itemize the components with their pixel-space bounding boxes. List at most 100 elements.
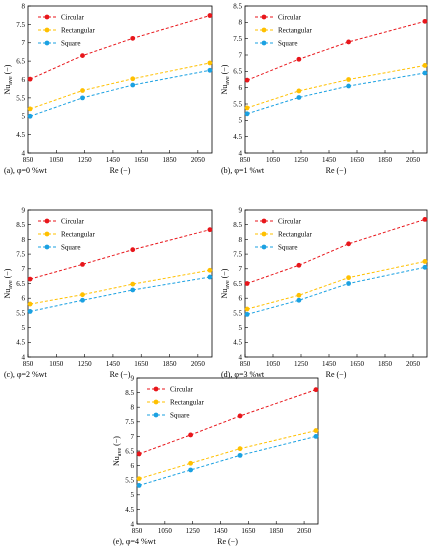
y-tick-label: 7 bbox=[239, 51, 243, 59]
y-axis-label: Nuave (−) bbox=[220, 64, 231, 94]
y-tick-label: 7.5 bbox=[16, 251, 25, 259]
series-line-square bbox=[246, 72, 425, 115]
legend-label-rectangular: Rectangular bbox=[61, 27, 95, 35]
y-axis-label-subscript: ave bbox=[225, 280, 231, 289]
y-axis-label-unit: (−) bbox=[112, 436, 121, 446]
y-tick-label: 7 bbox=[22, 39, 26, 47]
legend-marker-circular bbox=[44, 14, 50, 20]
x-tick-label: 2050 bbox=[191, 156, 206, 164]
y-axis-label: Nuave (−) bbox=[3, 64, 14, 94]
y-tick-label: 4.5 bbox=[233, 133, 242, 141]
y-tick-label: 5 bbox=[239, 117, 243, 125]
legend-label-circular: Circular bbox=[170, 386, 194, 394]
y-tick-label: 9 bbox=[131, 374, 135, 382]
x-tick-label: 1050 bbox=[49, 156, 64, 164]
y-tick-label: 6.5 bbox=[125, 447, 134, 455]
y-axis-label-subscript: ave bbox=[8, 76, 14, 85]
y-axis-label-unit: (−) bbox=[220, 64, 229, 74]
panel-caption: (b), φ=1 %wt bbox=[221, 166, 265, 175]
data-point-square bbox=[237, 452, 243, 458]
y-tick-label: 9 bbox=[239, 206, 243, 214]
data-point-circular bbox=[136, 451, 142, 457]
y-tick-label: 6 bbox=[239, 84, 243, 92]
legend-label-square: Square bbox=[61, 244, 80, 252]
data-point-rectangular bbox=[80, 292, 85, 298]
x-tick-label: 1450 bbox=[106, 156, 121, 164]
x-tick-label: 850 bbox=[23, 156, 34, 164]
legend-marker-rectangular bbox=[153, 399, 159, 405]
x-tick-label: 2050 bbox=[406, 156, 421, 164]
legend-label-rectangular: Rectangular bbox=[278, 231, 312, 239]
y-axis-label: Nuave (−) bbox=[3, 268, 14, 298]
y-tick-label: 7 bbox=[22, 265, 26, 273]
data-point-circular bbox=[296, 56, 302, 62]
data-point-rectangular bbox=[422, 259, 428, 264]
data-point-rectangular bbox=[80, 88, 85, 93]
y-tick-label: 5 bbox=[22, 113, 26, 121]
data-point-square bbox=[346, 281, 351, 286]
data-point-circular bbox=[422, 217, 428, 222]
y-tick-label: 5 bbox=[239, 324, 243, 332]
legend-marker-square bbox=[261, 40, 267, 46]
data-point-square bbox=[188, 467, 194, 473]
data-point-circular bbox=[80, 261, 85, 267]
y-axis-label-base: Nu bbox=[3, 85, 12, 95]
legend-label-circular: Circular bbox=[278, 14, 302, 22]
x-tick-label: 1650 bbox=[350, 156, 365, 164]
x-tick-label: 850 bbox=[240, 360, 251, 368]
data-point-square bbox=[136, 483, 142, 488]
series-line-rectangular bbox=[30, 269, 210, 305]
data-point-square bbox=[244, 111, 250, 117]
y-tick-label: 8.5 bbox=[233, 2, 242, 10]
y-axis-label-base: Nu bbox=[220, 85, 229, 95]
panel-caption: (c), φ=2 %wt bbox=[4, 370, 47, 379]
x-tick-label: 1050 bbox=[158, 527, 173, 535]
series-line-square bbox=[138, 435, 317, 486]
data-point-rectangular bbox=[207, 60, 213, 66]
legend-marker-rectangular bbox=[261, 27, 267, 33]
data-point-rectangular bbox=[136, 476, 142, 482]
chart-panel-2: 4 4.5 5 5.5 6 6.5 7 7.5 8 8.5 9 850 1050 1250 1450 1650… bbox=[3, 206, 213, 379]
series-line-square bbox=[246, 266, 426, 315]
data-point-circular bbox=[237, 413, 243, 419]
y-tick-label: 6.5 bbox=[233, 68, 242, 76]
data-point-square bbox=[130, 82, 136, 88]
series-line-circular bbox=[138, 389, 317, 455]
data-point-circular bbox=[130, 247, 136, 253]
data-point-circular bbox=[27, 76, 33, 82]
data-point-square bbox=[27, 309, 33, 314]
chart-panel-0: 4 4.5 5 5.5 6 6.5 7 7.5 8 850 1050 1250 1450 1650 1850… bbox=[3, 2, 213, 175]
y-tick-label: 7.5 bbox=[233, 35, 242, 43]
y-tick-label: 7.5 bbox=[233, 251, 242, 259]
legend-marker-square bbox=[44, 40, 50, 46]
data-point-square bbox=[422, 264, 428, 270]
data-point-rectangular bbox=[422, 63, 428, 68]
data-point-circular bbox=[346, 39, 351, 45]
y-tick-label: 6.5 bbox=[16, 280, 25, 288]
panel-caption: (a), φ=0 %wt bbox=[4, 166, 47, 175]
x-tick-label: 1250 bbox=[294, 156, 309, 164]
x-tick-label: 1250 bbox=[294, 360, 309, 368]
y-tick-label: 6 bbox=[239, 295, 243, 303]
data-point-square bbox=[346, 83, 351, 89]
legend-label-rectangular: Rectangular bbox=[61, 231, 95, 239]
data-point-rectangular bbox=[188, 460, 194, 466]
data-point-circular bbox=[296, 262, 302, 268]
series-line-square bbox=[30, 276, 210, 312]
y-axis-label-subscript: ave bbox=[8, 280, 14, 289]
x-tick-label: 1050 bbox=[49, 360, 64, 368]
plot-frame bbox=[244, 209, 428, 358]
data-point-circular bbox=[244, 77, 250, 83]
legend-label-square: Square bbox=[278, 40, 297, 48]
y-axis-label-unit: (−) bbox=[220, 268, 229, 278]
x-tick-label: 1850 bbox=[378, 360, 393, 368]
y-tick-label: 8 bbox=[131, 404, 135, 412]
series-line-circular bbox=[29, 229, 211, 280]
y-tick-label: 5.5 bbox=[125, 477, 134, 485]
x-tick-label: 1050 bbox=[266, 360, 281, 368]
x-tick-label: 1650 bbox=[350, 360, 365, 368]
data-point-rectangular bbox=[296, 88, 302, 94]
data-point-circular bbox=[207, 227, 213, 233]
x-axis-label: Re (−) bbox=[326, 370, 347, 379]
